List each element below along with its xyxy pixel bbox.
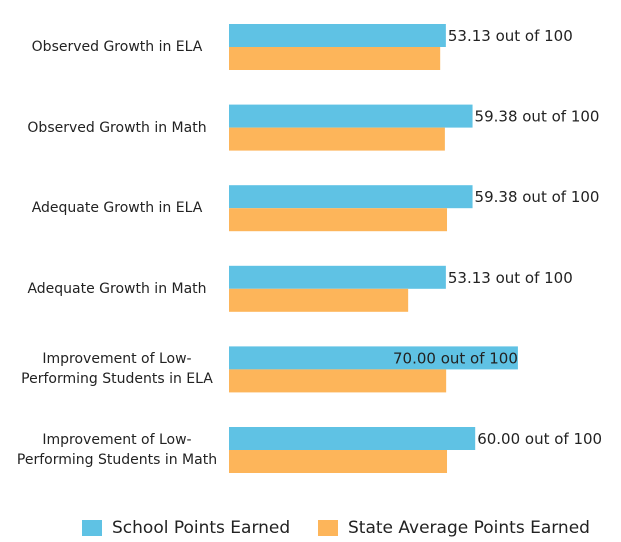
chart: 53.13 out of 100 59.38 out of 100 59.38 ou…	[229, 24, 602, 473]
bar	[229, 288, 409, 312]
bar	[229, 346, 518, 370]
value-label: 53.13 out of 100	[448, 27, 573, 45]
legend-label: State Average Points Earned	[348, 518, 590, 538]
bar	[229, 127, 445, 151]
legend-swatch	[82, 520, 102, 536]
category-label: Adequate Growth in Math	[27, 280, 207, 297]
category-label: Observed Growth in Math	[27, 119, 207, 136]
value-label: 59.38 out of 100	[475, 108, 600, 126]
legend-item: School Points Earned	[82, 518, 290, 538]
bar	[229, 104, 473, 128]
legend-swatch	[318, 520, 338, 536]
category-label: Improvement of Low-Performing Students i…	[16, 432, 218, 468]
value-label: 60.00 out of 100	[477, 430, 602, 448]
value-label: 59.38 out of 100	[475, 188, 600, 206]
bar	[229, 47, 441, 70]
category-label: Improvement of Low-Performing Students i…	[21, 351, 213, 388]
value-label: 53.13 out of 100	[448, 269, 573, 287]
bar	[229, 265, 446, 289]
bar	[229, 369, 447, 393]
category-label: Observed Growth in ELA	[31, 39, 203, 55]
legend-item: State Average Points Earned	[318, 518, 590, 538]
bar	[229, 427, 476, 450]
legend-label: School Points Earned	[112, 518, 291, 538]
bar	[229, 185, 473, 209]
bar	[229, 450, 448, 473]
value-label: 70.00 out of 100	[393, 349, 518, 367]
bar	[229, 208, 448, 232]
bar	[229, 24, 446, 47]
category-label: Adequate Growth in ELA	[31, 200, 203, 217]
